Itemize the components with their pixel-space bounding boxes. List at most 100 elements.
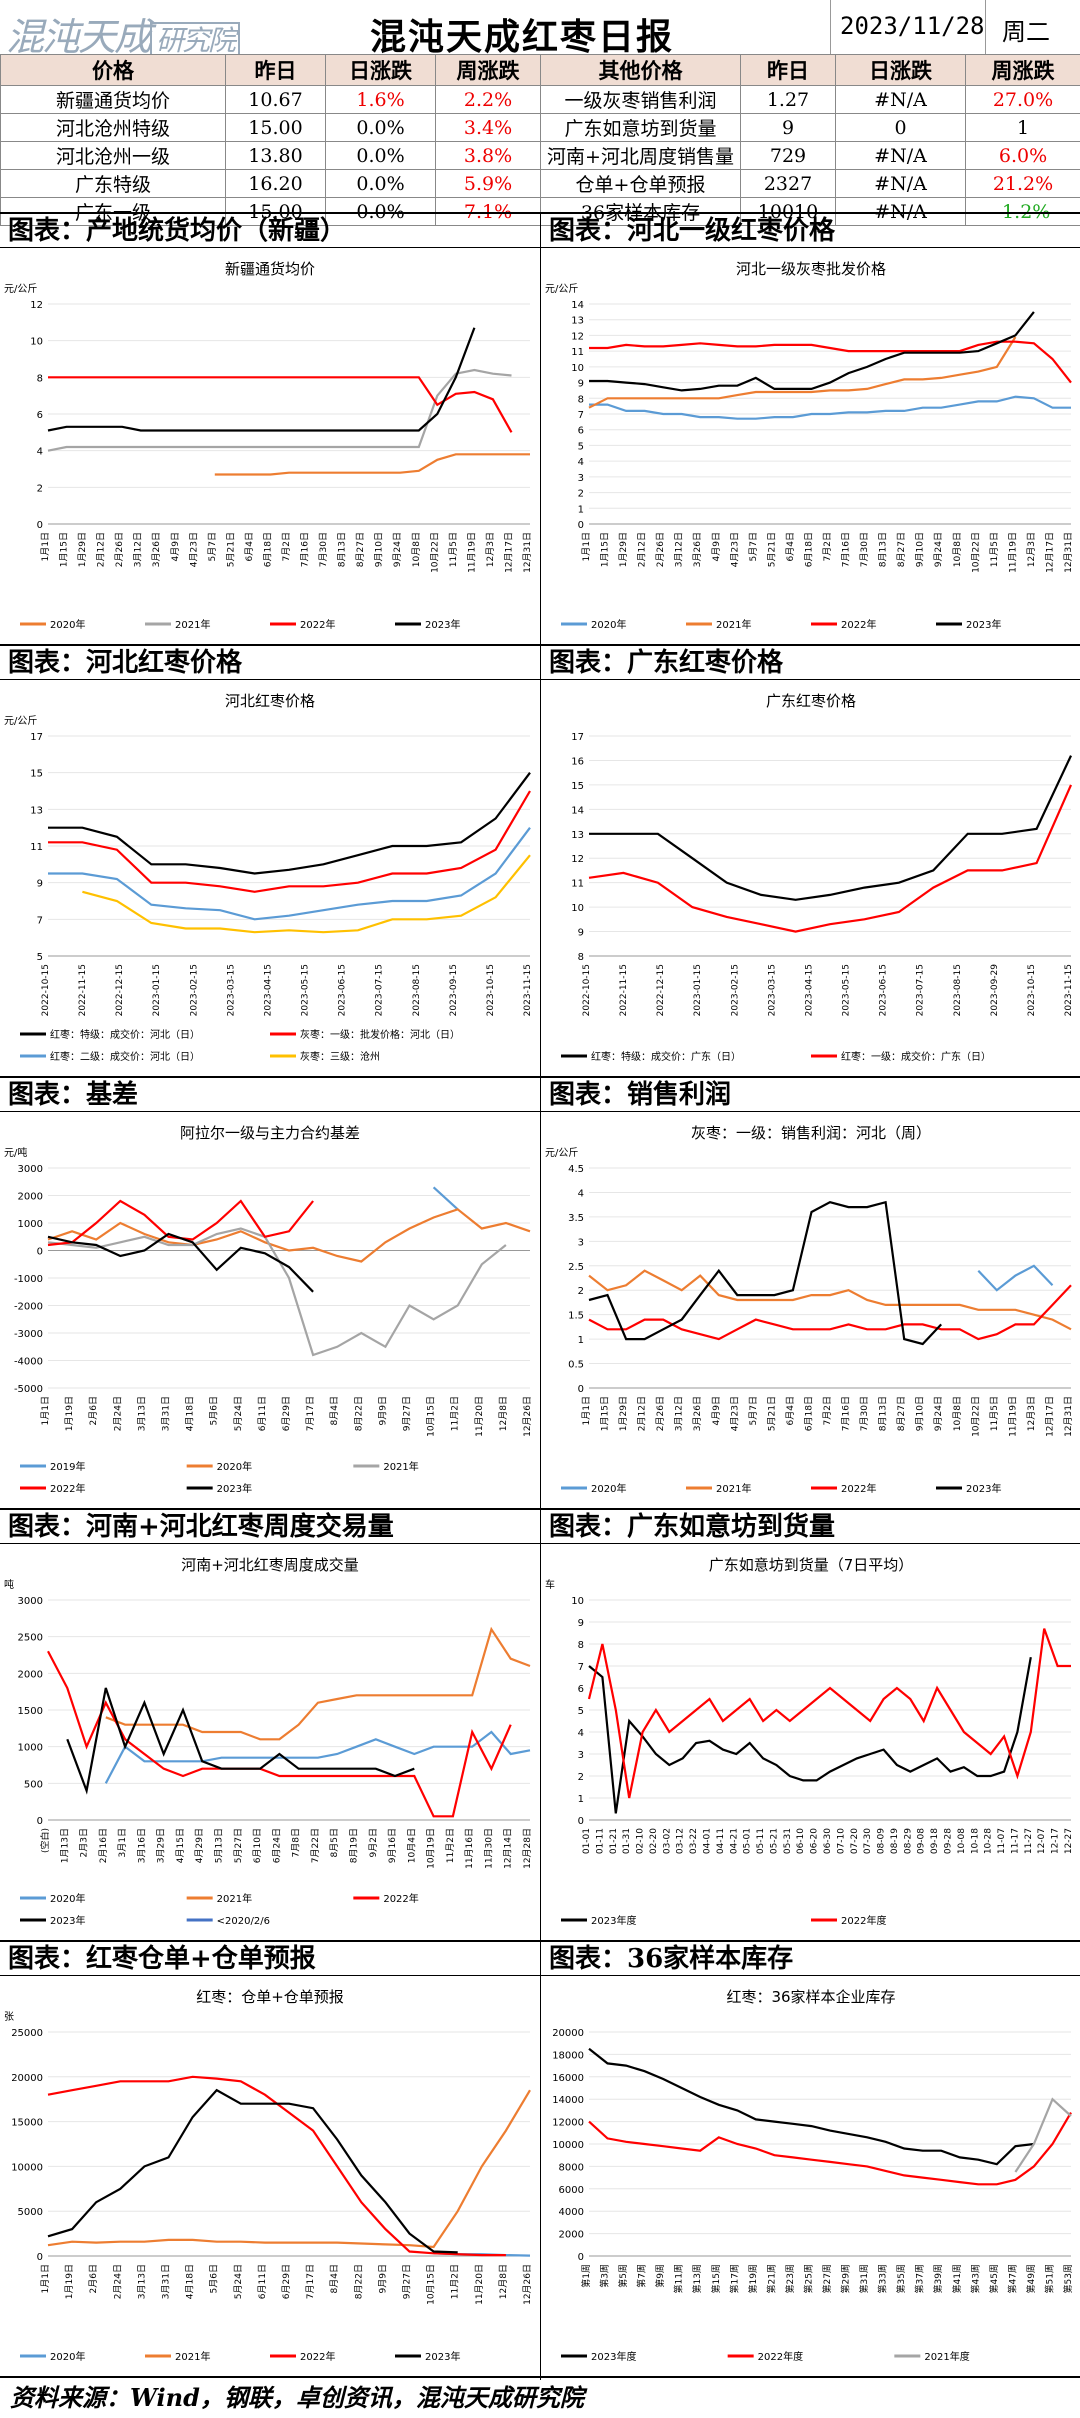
y-tick-label: 2000 — [18, 1192, 43, 1203]
x-tick-label: 11-27 — [1024, 1828, 1034, 1854]
x-tick-label: 9月27日 — [402, 1396, 413, 1431]
x-tick-label: 2023-11-15 — [1064, 964, 1074, 1016]
x-tick-label: 5月21日 — [225, 532, 236, 567]
table-cell: 2327 — [740, 169, 836, 198]
y-tick-label: 12000 — [552, 2118, 584, 2129]
y-tick-label: -1000 — [14, 1274, 43, 1285]
y-tick-label: 2 — [578, 1286, 584, 1297]
table-cell: #N/A — [835, 85, 966, 114]
x-tick-label: 12月17日 — [503, 532, 514, 573]
x-tick-label: 9月10日 — [915, 532, 926, 567]
section-title-volume: 图表：河南+河北红枣周度交易量 — [0, 1508, 540, 1544]
chart-title: 红枣：36家样本企业库存 — [726, 1988, 895, 2006]
x-tick-label: 5月27日 — [233, 1828, 244, 1863]
legend-item: 2021年 — [145, 2350, 210, 2363]
x-tick-label: 10月15日 — [426, 1396, 437, 1437]
x-tick-label: 第29周 — [840, 2264, 852, 2293]
y-tick-label: 5 — [578, 1706, 584, 1717]
x-tick-label: 3月12日 — [674, 1396, 685, 1431]
table-cell: 0.0% — [325, 113, 436, 142]
y-tick-label: 0 — [578, 1816, 584, 1827]
y-tick-label: 10 — [30, 337, 43, 348]
y-tick-label: 7 — [578, 410, 584, 421]
x-tick-label: 1月1日 — [581, 1396, 592, 1425]
x-tick-label: 4月9日 — [170, 532, 181, 561]
x-tick-label: 5月24日 — [233, 1396, 244, 1431]
y-tick-label: 0 — [578, 2252, 584, 2263]
x-tick-label: 9月9日 — [377, 1396, 388, 1425]
series-line — [48, 376, 513, 433]
x-tick-label: 2023-07-15 — [375, 964, 385, 1016]
y-tick-label: 6 — [37, 410, 43, 421]
x-tick-label: 09-18 — [930, 1828, 940, 1854]
y-tick-label: 8 — [578, 952, 584, 963]
table-header-cell: 周涨跌 — [435, 54, 541, 86]
x-tick-label: 2023-06-15 — [879, 964, 889, 1016]
table-cell: 21.2% — [965, 169, 1080, 198]
table-cell: 3.4% — [435, 113, 541, 142]
x-tick-label: 12月17日 — [1044, 1396, 1055, 1437]
x-tick-label: 10月22日 — [970, 1396, 981, 1437]
legend-label: 红枣：特级：成交价：广东（日） — [591, 1050, 741, 1063]
table-cell: -1.2% — [965, 197, 1080, 226]
legend-label: 2021年 — [175, 2350, 210, 2363]
y-tick-label: 18000 — [552, 2050, 584, 2061]
table-cell: 6.0% — [965, 141, 1080, 170]
x-tick-label: 6月24日 — [271, 1828, 282, 1863]
series-line — [589, 311, 1035, 392]
x-tick-label: 第5周 — [617, 2264, 629, 2288]
x-tick-label: 3月26日 — [151, 532, 162, 567]
y-tick-label: 14000 — [552, 2095, 584, 2106]
x-tick-label: 01-01 — [582, 1828, 592, 1854]
table-cell: 0.0% — [325, 169, 436, 198]
legend-label: 2023年度 — [591, 2350, 636, 2363]
chart-panel-arrivals: 广东如意坊到货量（7日平均） 车 0 1 2 3 4 5 6 7 8 9 10 01-01 01-11 01-… — [540, 1544, 1080, 1944]
x-tick-label: 10月8日 — [952, 532, 963, 567]
legend-item: 红枣：特级：成交价：广东（日） — [561, 1050, 741, 1063]
x-tick-label: 5月7日 — [207, 532, 218, 561]
table-row: 新疆通货均价 10.67 1.6% 2.2% 一级灰枣销售利润 1.27 #N/A 27.0% — [0, 85, 1080, 114]
legend-label: 2023年 — [217, 1482, 252, 1495]
x-tick-label: 5月6日 — [209, 1396, 220, 1425]
x-tick-label: 1月19日 — [64, 1396, 75, 1431]
x-tick-label: 7月30日 — [318, 532, 329, 567]
x-tick-label: 01-11 — [595, 1828, 605, 1854]
x-tick-label: 12月31日 — [1063, 532, 1074, 573]
legend-item: 2020年 — [186, 1460, 252, 1473]
y-tick-label: 11 — [30, 842, 43, 853]
x-tick-label: 第11周 — [673, 2264, 685, 2293]
y-tick-label: 15 — [571, 781, 584, 792]
series-line — [47, 2089, 531, 2249]
legend-item: 2020年 — [20, 2350, 85, 2363]
x-tick-label: 第17周 — [728, 2264, 740, 2293]
x-tick-label: 11月2日 — [450, 2264, 461, 2299]
x-tick-label: 第49周 — [1025, 2264, 1037, 2293]
y-tick-label: 0.5 — [568, 1360, 584, 1371]
x-tick-label: 2月26日 — [655, 1396, 666, 1431]
x-tick-label: 2月24日 — [112, 2264, 123, 2299]
table-cell: #N/A — [835, 141, 966, 170]
legend-label: 2023年 — [966, 1482, 1001, 1495]
y-tick-label: 5 — [37, 952, 43, 963]
x-tick-label: 7月22日 — [310, 1828, 321, 1863]
company-logo: 混沌天成 研究院 — [6, 6, 241, 61]
chart-title: 阿拉尔一级与主力合约基差 — [180, 1124, 360, 1142]
y-axis-label: 元/公斤 — [545, 283, 578, 295]
x-tick-label: 7月2日 — [822, 1396, 833, 1425]
x-tick-label: 06-30 — [823, 1828, 833, 1854]
legend-label: 灰枣：三级：沧州 — [300, 1050, 380, 1063]
legend-label: 2021年 — [383, 1460, 418, 1473]
x-tick-label: 第21周 — [765, 2264, 777, 2293]
series-line — [47, 368, 512, 452]
y-tick-label: 2 — [578, 489, 584, 500]
chart-arrivals: 广东如意坊到货量（7日平均） 车 0 1 2 3 4 5 6 7 8 9 10 01-01 01-11 01-… — [545, 1556, 1074, 1927]
x-tick-label: 2022-10-15 — [41, 964, 51, 1016]
chart-panel-profit: 灰枣：一级：销售利润：河北（周） 元/公斤 0 0.5 1 1.5 2 2.5 3 3.5 4 4.5… — [540, 1112, 1080, 1512]
x-tick-label: 2022-11-15 — [619, 964, 629, 1016]
y-tick-label: 11 — [571, 347, 584, 358]
y-axis-label: 元/公斤 — [4, 283, 37, 295]
x-tick-label: 5月13日 — [214, 1828, 225, 1863]
legend-item: 2023年 — [936, 618, 1001, 631]
table-cell: 9 — [740, 113, 836, 142]
y-tick-label: 10000 — [552, 2140, 584, 2151]
